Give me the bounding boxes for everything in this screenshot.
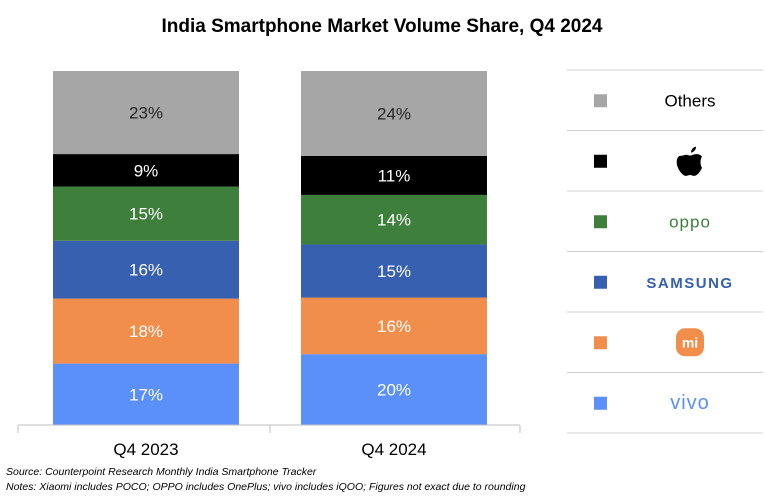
legend-swatch-oppo [594, 215, 607, 229]
legend-label-vivo: vivo [670, 392, 710, 414]
bar-segment-vivo-1 [53, 363, 239, 425]
legend-swatch-apple [594, 154, 607, 168]
legend-swatch-others [594, 94, 607, 108]
legend-label-xiaomi: mi [682, 334, 698, 350]
bar-segment-others-2 [301, 71, 487, 156]
legend-swatch-vivo [594, 396, 607, 410]
x-tick-label-2: Q4 2024 [361, 440, 426, 459]
bar-segment-xiaomi-1 [53, 298, 239, 364]
bar-segment-apple-1 [53, 154, 239, 187]
bar-segment-oppo-1 [53, 186, 239, 241]
data-label-apple-1: 9% [134, 161, 159, 180]
apple-logo-icon [676, 146, 702, 176]
data-label-others-2: 24% [377, 104, 411, 123]
bar-segment-samsung-1 [53, 240, 239, 299]
legend-item-vivo: vivo [594, 392, 710, 414]
chart-title: India Smartphone Market Volume Share, Q4… [161, 16, 602, 37]
legend-item-oppo: oppo [594, 212, 711, 231]
data-label-apple-2: 11% [378, 166, 411, 185]
data-label-samsung-1: 16% [129, 261, 163, 280]
xiaomi-logo: mi [676, 328, 704, 357]
bar-segment-vivo-2 [301, 354, 487, 425]
data-label-vivo-2: 20% [377, 381, 411, 400]
data-label-oppo-2: 14% [377, 211, 411, 230]
data-label-vivo-1: 17% [129, 385, 163, 404]
bar-segment-samsung-2 [301, 244, 487, 298]
bar-segment-xiaomi-2 [301, 297, 487, 355]
legend-item-others: Others [594, 91, 716, 110]
bar-segment-oppo-2 [301, 194, 487, 245]
source-note: Source: Counterpoint Research Monthly In… [6, 466, 317, 478]
legend-item-xiaomi: mi [594, 328, 704, 357]
notes-footnote: Notes: Xiaomi includes POCO; OPPO includ… [6, 481, 526, 493]
legend-label-oppo: oppo [669, 212, 711, 231]
legend-label-others: Others [664, 91, 715, 110]
bar-segment-apple-2 [301, 155, 487, 195]
bar-segment-others-1 [53, 71, 239, 155]
data-label-xiaomi-2: 16% [377, 317, 411, 336]
data-label-samsung-2: 15% [377, 262, 411, 281]
x-tick-label-1: Q4 2023 [113, 440, 178, 459]
legend-swatch-samsung [594, 275, 607, 289]
data-label-xiaomi-1: 18% [129, 322, 163, 341]
legend-swatch-xiaomi [594, 336, 607, 350]
legend-label-samsung: SAMSUNG [646, 275, 733, 292]
legend-item-apple [594, 146, 702, 176]
data-label-oppo-1: 15% [129, 205, 163, 224]
data-label-others-1: 23% [129, 104, 163, 123]
legend-item-samsung: SAMSUNG [594, 275, 733, 292]
